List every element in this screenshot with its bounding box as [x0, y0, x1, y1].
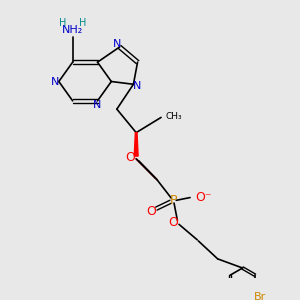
Text: O: O: [125, 151, 135, 164]
Text: P: P: [170, 194, 177, 207]
Text: O: O: [146, 205, 156, 218]
Text: O: O: [168, 217, 178, 230]
Text: H: H: [79, 18, 86, 28]
Text: O⁻: O⁻: [195, 191, 211, 204]
Text: N: N: [93, 100, 102, 110]
Text: N: N: [133, 81, 141, 91]
Text: Br: Br: [254, 292, 266, 300]
Text: N: N: [113, 39, 121, 49]
Text: CH₃: CH₃: [165, 112, 182, 121]
Text: H: H: [59, 18, 67, 28]
Text: NH₂: NH₂: [62, 26, 83, 35]
Polygon shape: [134, 133, 138, 156]
Text: N: N: [50, 76, 59, 86]
